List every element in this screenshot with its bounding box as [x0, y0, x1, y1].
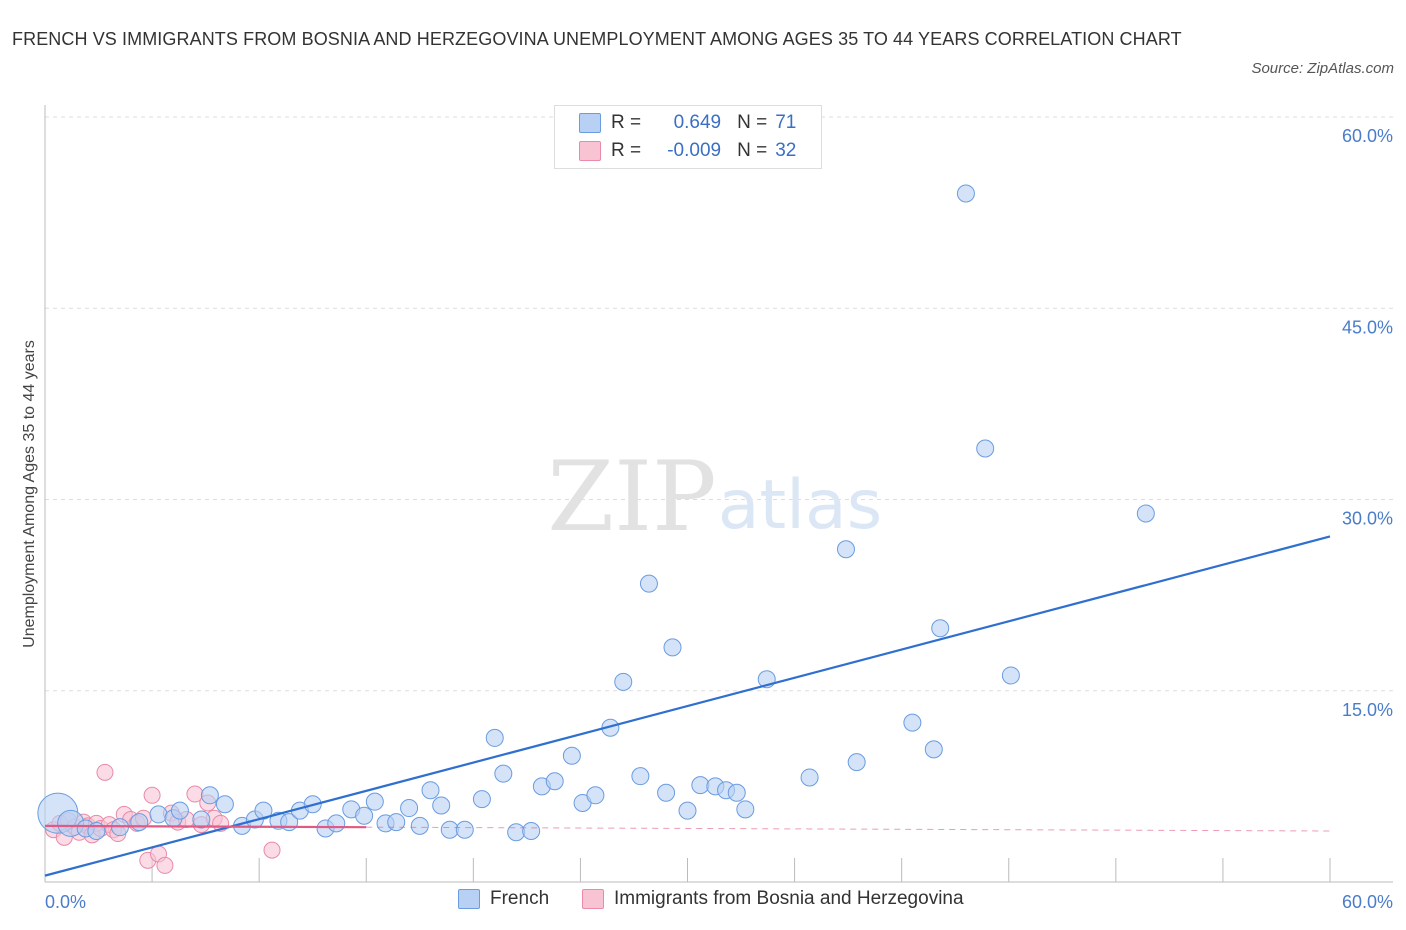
x-tick-label: 0.0%	[45, 892, 86, 912]
french-point	[387, 813, 406, 832]
trend-lines	[44, 535, 1331, 877]
french-point	[691, 776, 710, 795]
french-point	[327, 814, 346, 833]
french-point	[727, 783, 746, 802]
french-point	[903, 713, 922, 732]
french-point	[678, 801, 697, 820]
french-point	[421, 781, 440, 800]
french-point	[440, 820, 459, 839]
french-trend-line	[44, 535, 1331, 877]
bosnia-trend-line	[44, 824, 367, 829]
french-r-value: 0.649	[673, 112, 722, 133]
y-tick-label: 45.0%	[1342, 317, 1393, 337]
french-point	[657, 783, 676, 802]
french-point	[507, 823, 526, 842]
series-legend: French Immigrants from Bosnia and Herzeg…	[0, 888, 1406, 916]
french-r-label: R =	[611, 112, 642, 133]
y-axis-label: Unemployment Among Ages 35 to 44 years	[21, 340, 38, 648]
french-n-label: N =	[737, 112, 768, 133]
french-point	[485, 728, 504, 747]
legend-row-bosnia: R = -0.009 N = 32	[579, 138, 796, 164]
french-point	[800, 768, 819, 787]
y-tick-label: 15.0%	[1342, 700, 1393, 720]
bosnia-point	[156, 856, 174, 874]
bosnia-point	[143, 786, 161, 804]
french-point	[847, 753, 866, 772]
french-point	[586, 786, 605, 805]
legend-bosnia-swatch	[582, 889, 604, 909]
french-point	[522, 822, 541, 840]
french-point	[562, 746, 581, 765]
french-point	[956, 184, 975, 203]
legend-item-french[interactable]: French	[458, 888, 549, 910]
source-label: Source: ZipAtlas.com	[1251, 60, 1394, 77]
french-point	[200, 786, 219, 805]
legend-item-bosnia[interactable]: Immigrants from Bosnia and Herzegovina	[582, 888, 964, 910]
tick-labels: 15.0% 30.0% 45.0% 60.0% 0.0% 60.0%	[45, 126, 1393, 912]
french-point	[149, 805, 168, 824]
correlation-legend: R = 0.649 N = 71 R = -0.009 N = 32	[554, 105, 822, 169]
french-point	[663, 638, 682, 657]
french-point	[192, 810, 211, 829]
y-tick-label: 30.0%	[1342, 509, 1393, 529]
french-point	[976, 439, 995, 458]
french-point	[924, 740, 943, 759]
french-point	[736, 800, 755, 819]
french-point	[1001, 666, 1020, 685]
legend-row-french: R = 0.649 N = 71	[579, 110, 796, 136]
french-point	[400, 799, 419, 818]
french-point	[1136, 504, 1155, 523]
bosnia-point	[96, 763, 114, 781]
french-swatch	[579, 113, 601, 133]
watermark-atlas: atlas	[718, 466, 882, 545]
french-point	[931, 619, 950, 638]
french-point	[545, 772, 564, 791]
bosnia-trend-extension	[366, 826, 1331, 832]
bosnia-n-label: N =	[737, 140, 768, 161]
french-point	[365, 792, 384, 811]
french-points	[37, 184, 1155, 842]
axes	[44, 105, 1393, 883]
french-n-value: 71	[775, 112, 797, 133]
legend-bosnia-label: Immigrants from Bosnia and Herzegovina	[614, 888, 964, 909]
legend-french-label: French	[490, 888, 550, 909]
watermark-zip: ZIP	[547, 441, 716, 553]
french-point	[614, 672, 633, 691]
french-point	[494, 764, 513, 783]
french-point	[215, 795, 234, 814]
french-point	[472, 790, 491, 809]
french-point	[355, 806, 374, 825]
x-tick-label: 60.0%	[1342, 892, 1393, 912]
french-point	[631, 767, 650, 786]
bosnia-r-value: -0.009	[667, 140, 722, 161]
legend-french-swatch	[458, 889, 480, 909]
bosnia-n-value: 32	[775, 140, 797, 161]
chart-title: FRENCH VS IMMIGRANTS FROM BOSNIA AND HER…	[12, 29, 1182, 49]
grid-lines	[45, 116, 1393, 692]
bosnia-r-label: R =	[611, 140, 642, 161]
french-point	[639, 574, 658, 593]
french-point	[410, 816, 429, 835]
bosnia-point	[263, 841, 281, 859]
french-point	[455, 820, 474, 839]
bosnia-swatch	[579, 141, 601, 161]
french-point	[836, 540, 855, 559]
french-point	[170, 801, 189, 820]
y-tick-label: 60.0%	[1342, 126, 1393, 146]
french-point	[432, 796, 451, 815]
french-point	[130, 813, 149, 832]
